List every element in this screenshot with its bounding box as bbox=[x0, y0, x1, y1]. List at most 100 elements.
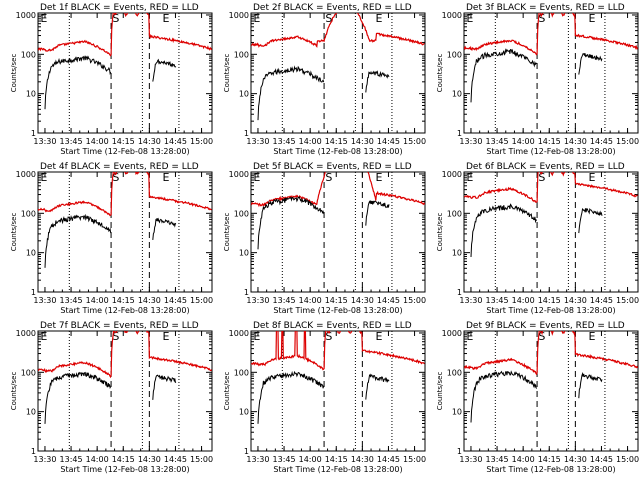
events-series-line-b bbox=[365, 373, 390, 400]
y-tick-label: 1 bbox=[31, 447, 36, 456]
x-tick-label: 13:45 bbox=[486, 296, 509, 305]
marker-label: E bbox=[589, 330, 596, 343]
y-tick-label: 1000 bbox=[442, 11, 462, 20]
x-tick-label: 14:30 bbox=[138, 296, 161, 305]
x-tick-label: 13:45 bbox=[273, 296, 296, 305]
x-tick-label: 13:30 bbox=[33, 455, 56, 464]
series-group bbox=[38, 172, 212, 268]
series-group bbox=[38, 13, 212, 110]
y-tick-label: 100 bbox=[234, 209, 249, 218]
panel-6: Det 6f BLACK = Events, RED = LLD 13:30 13:… bbox=[436, 162, 639, 315]
y-tick-label: 1000 bbox=[229, 329, 249, 338]
x-tick-label: 14:45 bbox=[164, 137, 187, 146]
y-tick-label: 10 bbox=[452, 408, 462, 417]
x-tick-label: 14:45 bbox=[377, 455, 400, 464]
y-tick-label: 10 bbox=[26, 90, 36, 99]
y-tick-label: 1000 bbox=[442, 329, 462, 338]
marker-label: S bbox=[325, 330, 332, 343]
y-tick-label: 100 bbox=[447, 209, 462, 218]
series-group bbox=[251, 172, 425, 250]
x-tick-label: 14:45 bbox=[377, 137, 400, 146]
x-tick-label: 14:15 bbox=[325, 455, 348, 464]
panel-title: Det 5f BLACK = Events, RED = LLD bbox=[253, 162, 412, 172]
events-series-line-b bbox=[578, 371, 603, 399]
y-tick-label: 100 bbox=[234, 50, 249, 59]
x-tick-label: 15:00 bbox=[403, 296, 426, 305]
panel-2: Det 2f BLACK = Events, RED = LLD 13:30 13:… bbox=[223, 3, 426, 156]
x-tick-label: 14:45 bbox=[590, 296, 613, 305]
events-series-line bbox=[470, 370, 538, 423]
events-series-line bbox=[257, 370, 325, 424]
events-series-line bbox=[470, 48, 537, 103]
lld-series-line bbox=[38, 13, 212, 57]
x-tick-label: 13:30 bbox=[33, 296, 56, 305]
events-series-line-b bbox=[152, 217, 177, 240]
x-tick-label: 13:45 bbox=[273, 455, 296, 464]
series-group bbox=[38, 331, 212, 424]
events-series-line-b bbox=[578, 52, 603, 75]
y-tick-label: 100 bbox=[21, 50, 36, 59]
events-series-line-b bbox=[152, 58, 177, 82]
marker-label: E bbox=[466, 12, 473, 25]
y-tick-label: 100 bbox=[447, 368, 462, 377]
series-group bbox=[251, 331, 425, 424]
panel-title: Det 6f BLACK = Events, RED = LLD bbox=[466, 162, 625, 172]
marker-label: E bbox=[40, 12, 47, 25]
marker-label: E bbox=[163, 171, 170, 184]
panel-title: Det 3f BLACK = Events, RED = LLD bbox=[466, 3, 625, 13]
y-tick-label: 1000 bbox=[229, 11, 249, 20]
y-tick-label: 10 bbox=[239, 408, 249, 417]
x-tick-label: 13:30 bbox=[459, 296, 482, 305]
events-series-line bbox=[257, 65, 325, 121]
marker-label: S bbox=[538, 171, 545, 184]
y-tick-label: 1000 bbox=[229, 170, 249, 179]
series-group bbox=[464, 331, 638, 423]
events-series-line bbox=[44, 213, 112, 268]
x-tick-label: 13:30 bbox=[246, 137, 269, 146]
y-axis-label: Counts/sec bbox=[436, 54, 444, 93]
series-group bbox=[464, 13, 638, 103]
panel-title: Det 2f BLACK = Events, RED = LLD bbox=[253, 3, 412, 13]
panel-title: Det 1f BLACK = Events, RED = LLD bbox=[40, 3, 199, 13]
y-tick-label: 10 bbox=[239, 90, 249, 99]
x-tick-label: 14:30 bbox=[351, 137, 374, 146]
y-axis-label: Counts/sec bbox=[10, 54, 18, 93]
marker-label: E bbox=[253, 171, 260, 184]
y-tick-label: 1 bbox=[31, 129, 36, 138]
marker-label: E bbox=[376, 12, 383, 25]
x-tick-label: 14:30 bbox=[351, 296, 374, 305]
y-tick-label: 100 bbox=[447, 50, 462, 59]
events-series-line-b bbox=[152, 374, 177, 400]
lld-series-line bbox=[38, 172, 212, 217]
marker-label: E bbox=[466, 171, 473, 184]
x-tick-label: 13:30 bbox=[33, 137, 56, 146]
marker-label: S bbox=[538, 330, 545, 343]
y-tick-label: 10 bbox=[239, 249, 249, 258]
y-axis-label: Counts/sec bbox=[223, 213, 231, 252]
x-tick-label: 15:00 bbox=[403, 455, 426, 464]
x-tick-label: 14:15 bbox=[112, 455, 135, 464]
marker-label: E bbox=[163, 330, 170, 343]
x-tick-label: 13:30 bbox=[246, 455, 269, 464]
x-tick-label: 13:45 bbox=[486, 137, 509, 146]
plot-frame bbox=[250, 12, 426, 134]
x-tick-label: 13:45 bbox=[273, 137, 296, 146]
x-tick-label: 14:45 bbox=[164, 455, 187, 464]
x-tick-label: 13:30 bbox=[459, 137, 482, 146]
x-tick-label: 13:30 bbox=[459, 455, 482, 464]
series-group bbox=[251, 13, 425, 121]
x-tick-label: 14:15 bbox=[538, 296, 561, 305]
marker-label: E bbox=[589, 171, 596, 184]
marker-label: S bbox=[538, 12, 545, 25]
events-series-line bbox=[470, 203, 538, 258]
marker-label: S bbox=[112, 12, 119, 25]
y-tick-label: 10 bbox=[26, 249, 36, 258]
x-axis-label: Start Time (12-Feb-08 13:28:00) bbox=[273, 465, 402, 474]
x-tick-label: 14:15 bbox=[538, 137, 561, 146]
x-tick-label: 14:30 bbox=[564, 296, 587, 305]
x-tick-label: 14:15 bbox=[325, 296, 348, 305]
panel-5: Det 5f BLACK = Events, RED = LLD 13:30 13:… bbox=[223, 162, 426, 315]
x-tick-label: 14:00 bbox=[512, 137, 535, 146]
